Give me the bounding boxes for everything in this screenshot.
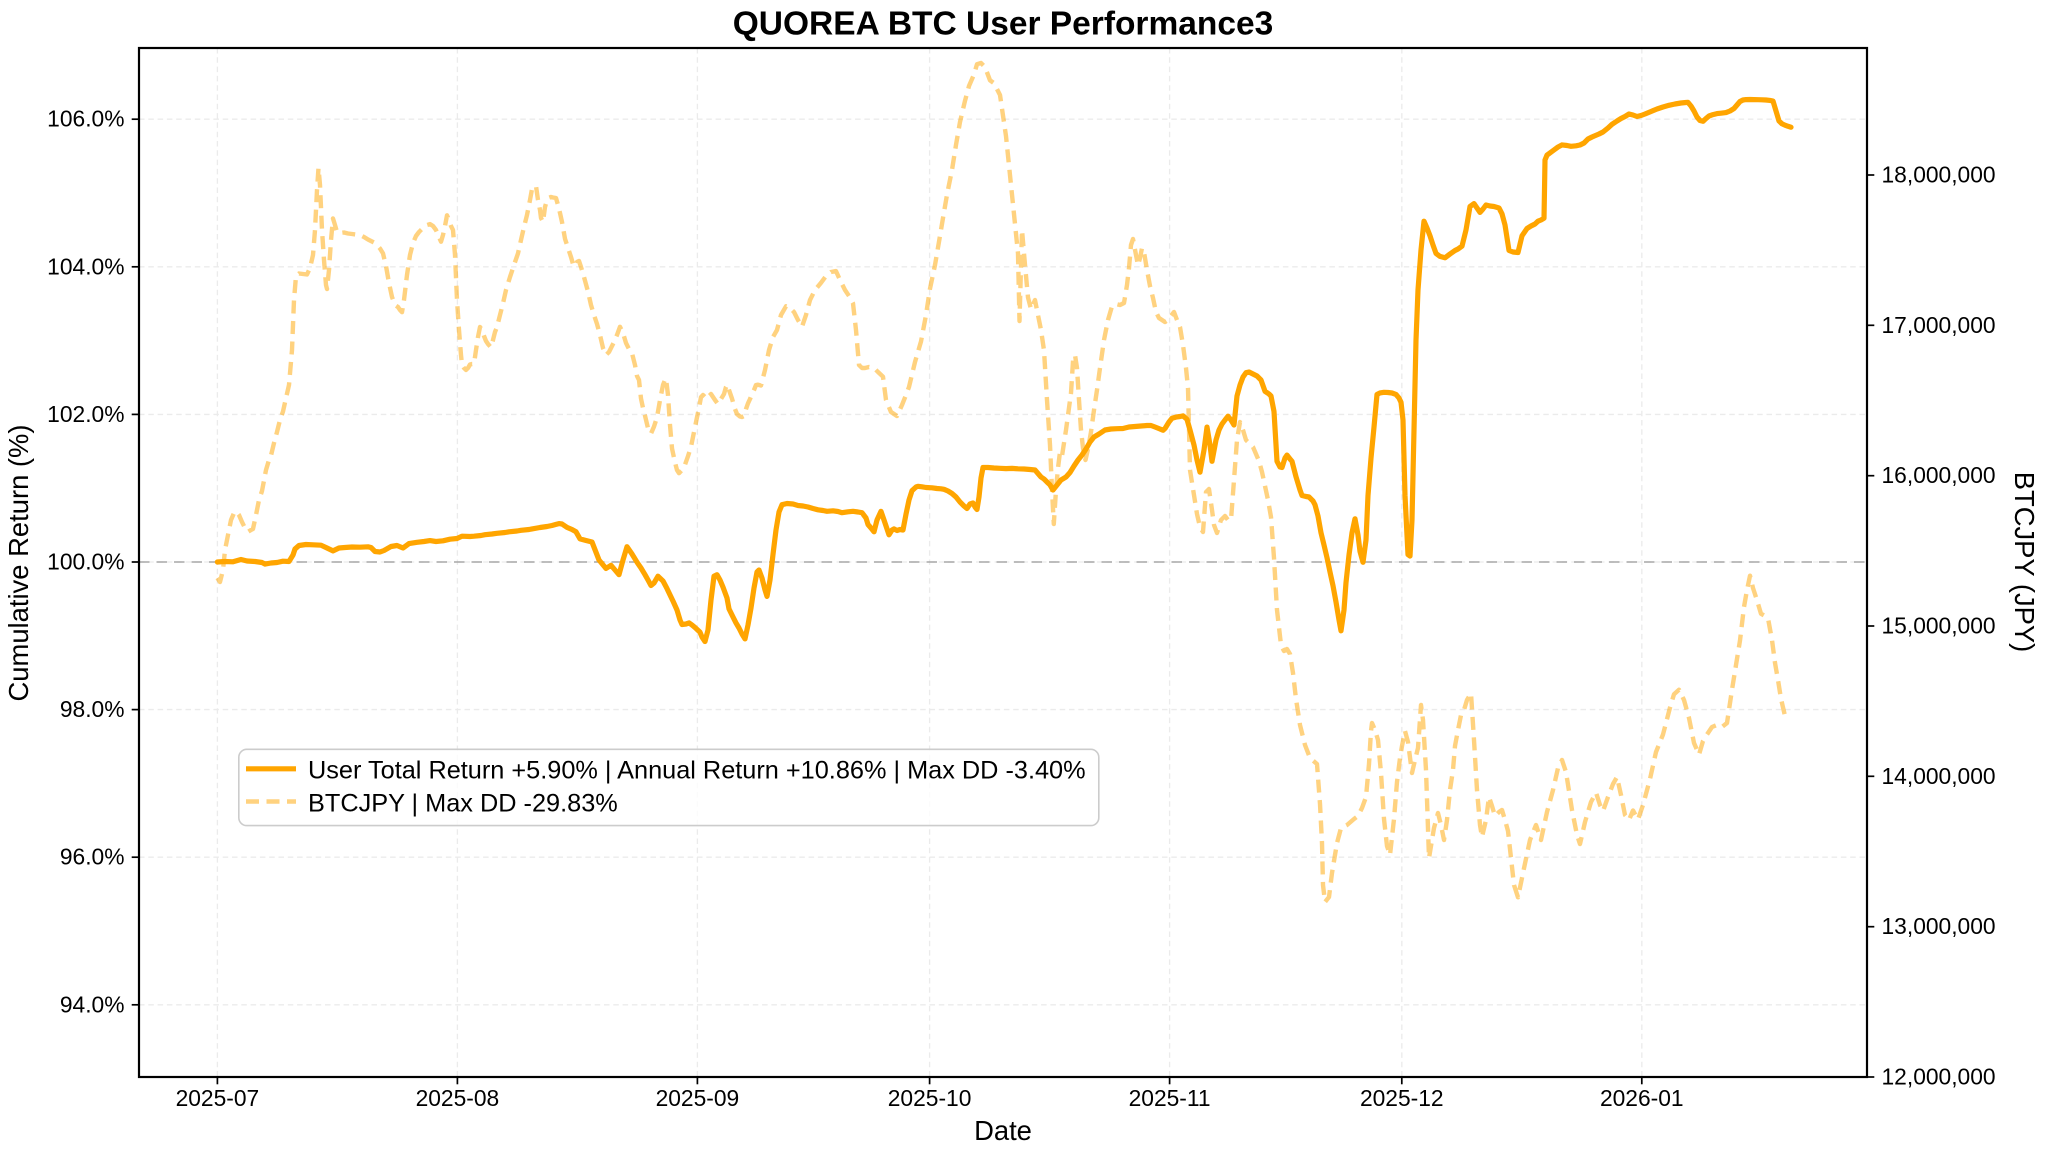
svg-text:12,000,000: 12,000,000 bbox=[1882, 1064, 1996, 1090]
svg-text:96.0%: 96.0% bbox=[60, 844, 125, 870]
svg-text:2025-07: 2025-07 bbox=[176, 1085, 260, 1111]
svg-text:User Total Return +5.90% | Ann: User Total Return +5.90% | Annual Return… bbox=[308, 757, 1086, 785]
svg-text:Date: Date bbox=[974, 1115, 1032, 1146]
svg-text:BTCJPY | Max DD -29.83%: BTCJPY | Max DD -29.83% bbox=[308, 790, 618, 818]
svg-text:2025-10: 2025-10 bbox=[888, 1085, 972, 1111]
svg-text:94.0%: 94.0% bbox=[60, 991, 125, 1017]
svg-text:104.0%: 104.0% bbox=[47, 253, 124, 279]
svg-text:2026-01: 2026-01 bbox=[1600, 1085, 1684, 1111]
svg-text:15,000,000: 15,000,000 bbox=[1882, 613, 1996, 639]
svg-text:QUOREA BTC User Performance3: QUOREA BTC User Performance3 bbox=[733, 6, 1274, 43]
svg-text:2025-11: 2025-11 bbox=[1129, 1085, 1211, 1111]
svg-text:18,000,000: 18,000,000 bbox=[1882, 162, 1996, 188]
svg-text:13,000,000: 13,000,000 bbox=[1882, 913, 1996, 939]
svg-text:14,000,000: 14,000,000 bbox=[1882, 763, 1996, 789]
svg-text:16,000,000: 16,000,000 bbox=[1882, 462, 1996, 488]
svg-text:102.0%: 102.0% bbox=[47, 401, 124, 427]
svg-text:2025-08: 2025-08 bbox=[416, 1085, 500, 1111]
svg-text:2025-12: 2025-12 bbox=[1360, 1085, 1444, 1111]
svg-text:98.0%: 98.0% bbox=[60, 696, 125, 722]
svg-text:106.0%: 106.0% bbox=[47, 106, 124, 132]
svg-text:100.0%: 100.0% bbox=[47, 549, 124, 575]
svg-text:Cumulative Return (%): Cumulative Return (%) bbox=[3, 424, 34, 701]
svg-text:2025-09: 2025-09 bbox=[656, 1085, 740, 1111]
svg-text:BTCJPY (JPY): BTCJPY (JPY) bbox=[2009, 472, 2040, 653]
svg-text:17,000,000: 17,000,000 bbox=[1882, 312, 1996, 338]
